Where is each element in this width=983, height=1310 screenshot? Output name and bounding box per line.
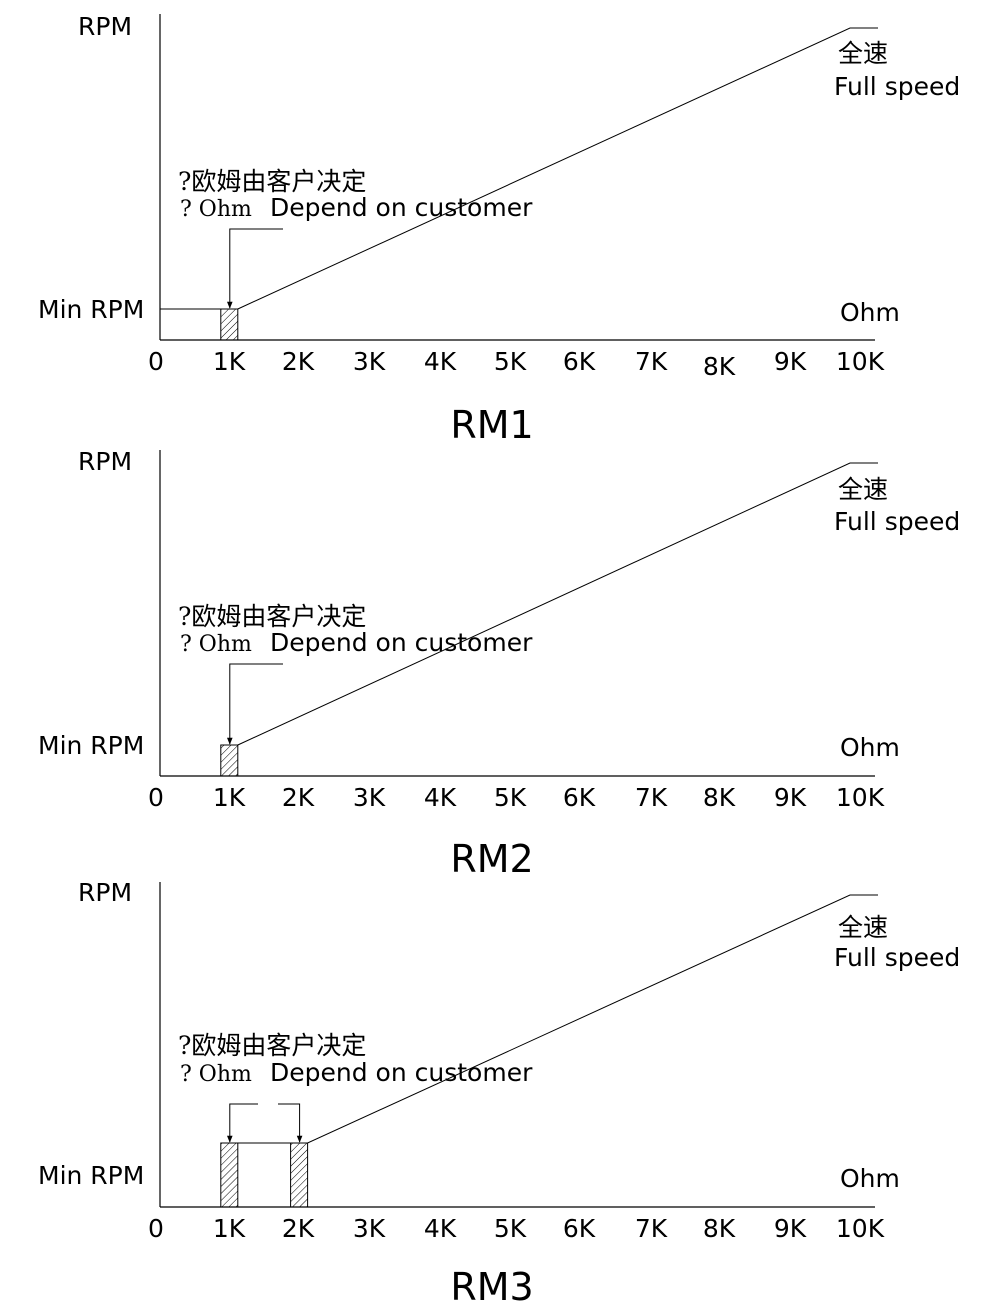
resistance-band	[220, 1142, 239, 1208]
chart-rm3: RPM Min RPM Ohm RM3 0 1K 2K 3K 4K 5K 6K 7K 8K 9K 10K 全速…	[38, 878, 960, 1309]
x-axis-label: Ohm	[840, 298, 900, 327]
note-ohm: ? Ohm	[180, 197, 252, 222]
x-tick-label: 6K	[563, 1214, 596, 1243]
x-tick-label: 0	[148, 347, 164, 376]
x-tick-label: 9K	[774, 347, 807, 376]
min-rpm-label: Min RPM	[38, 731, 144, 760]
chart-rm1: RPM Min RPM Ohm RM1 0 1K 2K 3K 4K 5K 6K 7K 8K 9K 10K 全速…	[38, 12, 960, 447]
x-tick-label: 6K	[563, 347, 596, 376]
x-tick-label: 1K	[213, 783, 246, 812]
y-axis-label: RPM	[78, 447, 132, 476]
note-en: Depend on customer	[270, 193, 533, 222]
x-tick-label: 3K	[353, 1214, 386, 1243]
note-cn: ?欧姆由客户决定	[178, 167, 366, 196]
x-tick-label: 10K	[836, 783, 885, 812]
x-tick-label: 2K	[282, 1214, 315, 1243]
series-line	[237, 462, 878, 746]
x-tick-label: 5K	[494, 1214, 527, 1243]
x-tick-label: 7K	[635, 347, 668, 376]
note-en: Depend on customer	[270, 1058, 533, 1087]
min-rpm-label: Min RPM	[38, 1161, 144, 1190]
note-cn: ?欧姆由客户决定	[178, 602, 366, 631]
y-axis-label: RPM	[78, 12, 132, 41]
y-axis-label: RPM	[78, 878, 132, 907]
full-speed-cn: 全速	[838, 913, 888, 942]
x-tick-label: 1K	[213, 1214, 246, 1243]
x-tick-label: 6K	[563, 783, 596, 812]
chart-rm2: RPM Min RPM Ohm RM2 0 1K 2K 3K 4K 5K 6K 7K 8K 9K 10K 全速…	[38, 447, 960, 881]
resistance-band	[290, 1142, 309, 1208]
chart-title: RM3	[450, 1265, 533, 1305]
full-speed-en: Full speed	[834, 72, 960, 101]
x-tick-label: 2K	[282, 783, 315, 812]
full-speed-cn: 全速	[838, 475, 888, 504]
x-tick-label: 9K	[774, 1214, 807, 1243]
x-tick-label: 0	[148, 783, 164, 812]
x-tick-label: 9K	[774, 783, 807, 812]
resistance-band	[220, 308, 239, 341]
x-tick-label: 5K	[494, 347, 527, 376]
x-tick-label: 3K	[353, 347, 386, 376]
note-cn: ?欧姆由客户决定	[178, 1031, 366, 1060]
x-tick-label: 4K	[424, 347, 457, 376]
resistance-band	[220, 744, 239, 777]
x-tick-label: 8K	[703, 1214, 736, 1243]
x-tick-label: 4K	[424, 783, 457, 812]
full-speed-cn: 全速	[838, 39, 888, 68]
x-tick-label: 0	[148, 1214, 164, 1243]
note-ohm: ? Ohm	[180, 1062, 252, 1087]
x-tick-label: 8K	[703, 352, 736, 381]
note-en: Depend on customer	[270, 628, 533, 657]
full-speed-en: Full speed	[834, 943, 960, 972]
x-tick-label: 4K	[424, 1214, 457, 1243]
leader-arrow	[227, 663, 283, 745]
chart-title: RM2	[450, 837, 533, 881]
x-tick-label: 7K	[635, 783, 668, 812]
x-axis-label: Ohm	[840, 1164, 900, 1193]
chart-title: RM1	[450, 403, 533, 447]
x-tick-label: 10K	[836, 1214, 885, 1243]
leader-arrow	[278, 1103, 303, 1143]
leader-arrow	[227, 228, 283, 309]
x-tick-label: 10K	[836, 347, 885, 376]
x-axis-label: Ohm	[840, 733, 900, 762]
note-ohm: ? Ohm	[180, 632, 252, 657]
x-tick-label: 2K	[282, 347, 315, 376]
min-rpm-label: Min RPM	[38, 295, 144, 324]
x-tick-label: 1K	[213, 347, 246, 376]
x-tick-label: 3K	[353, 783, 386, 812]
x-tick-label: 7K	[635, 1214, 668, 1243]
series-line	[160, 27, 878, 310]
full-speed-en: Full speed	[834, 507, 960, 536]
x-tick-label: 5K	[494, 783, 527, 812]
x-tick-label: 8K	[703, 783, 736, 812]
series-line	[220, 894, 878, 1144]
leader-arrow	[227, 1103, 258, 1143]
